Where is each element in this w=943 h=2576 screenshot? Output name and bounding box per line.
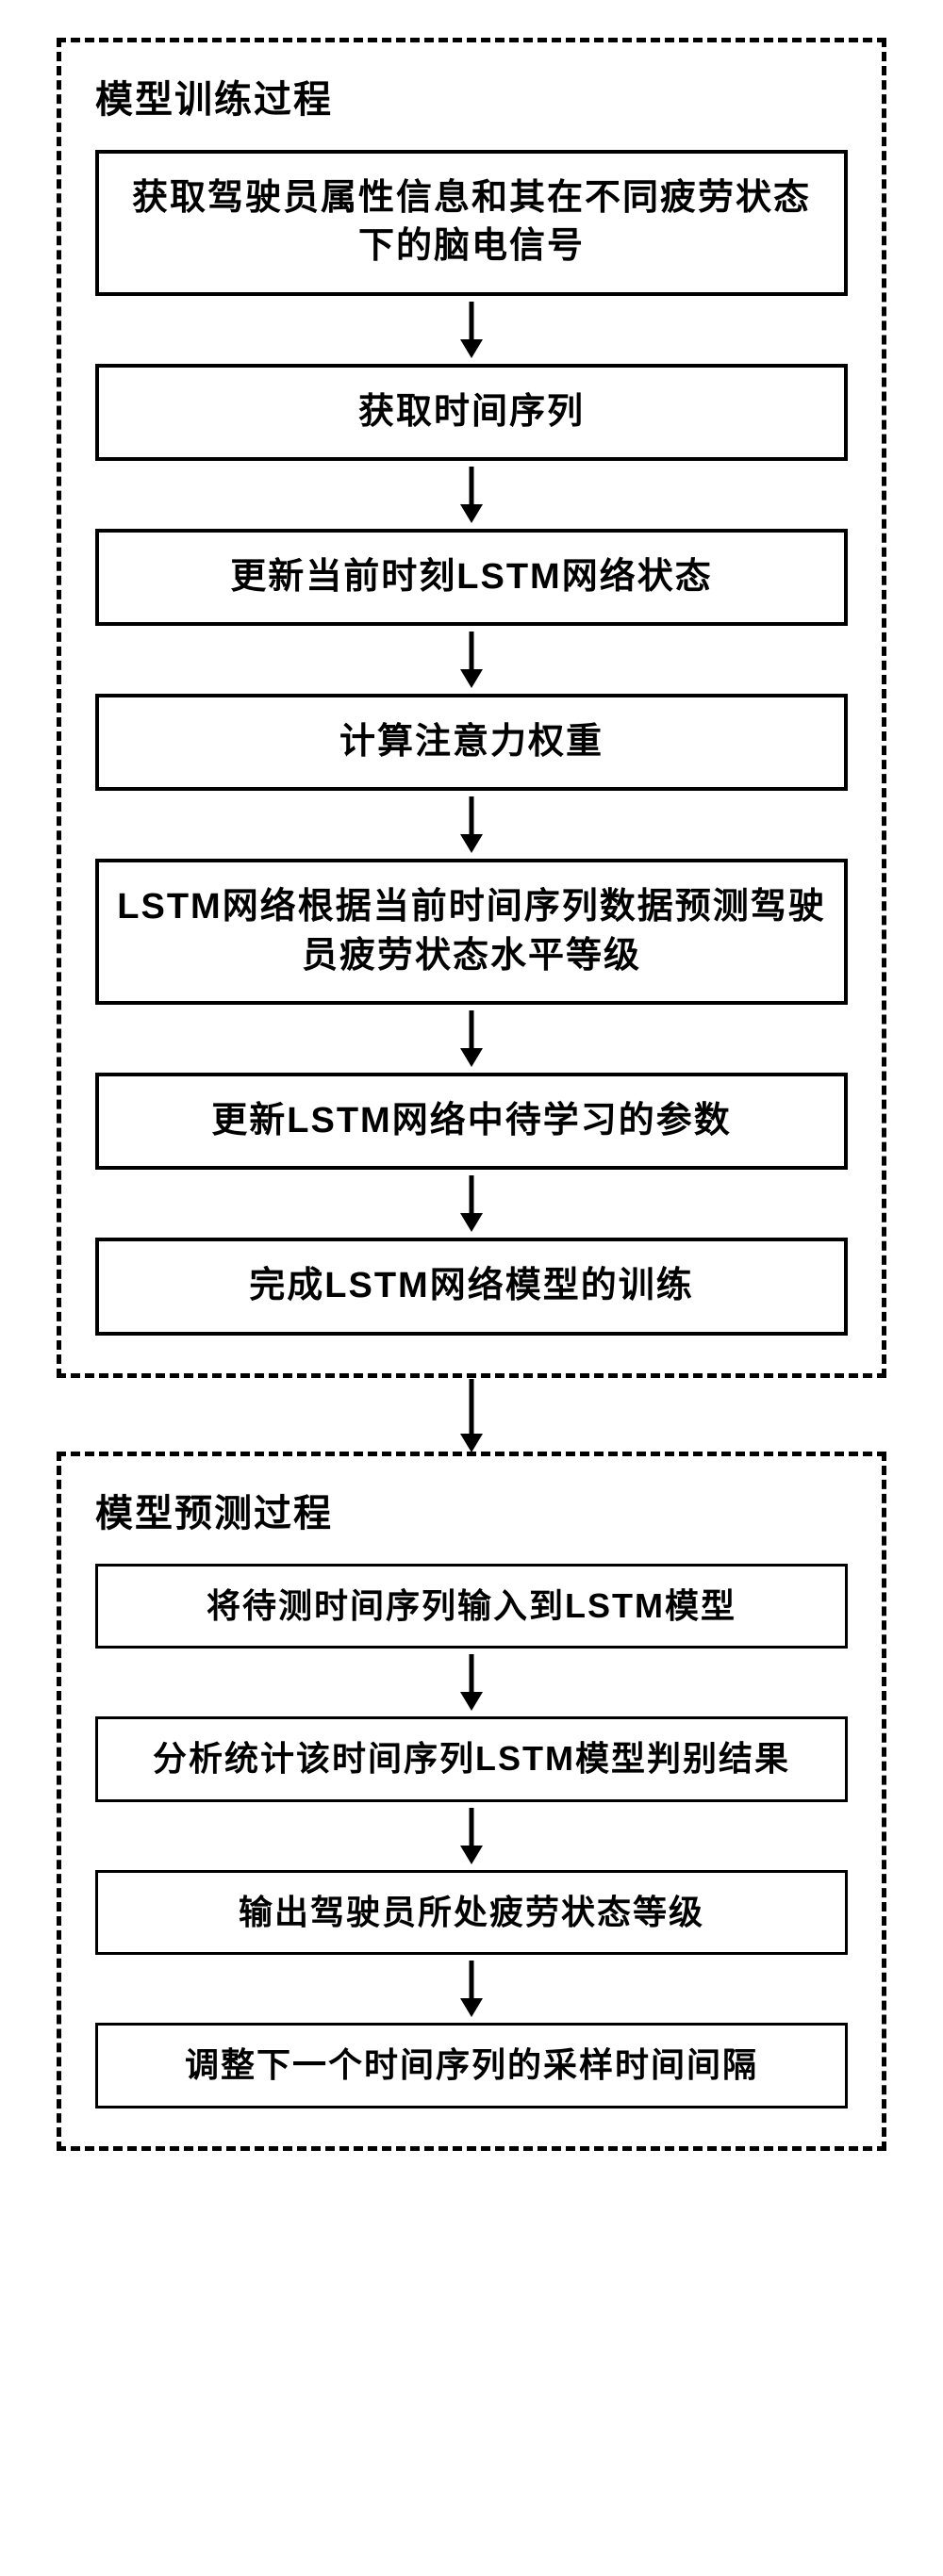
- down-arrow-icon: [456, 1808, 487, 1864]
- arrow: [95, 296, 848, 364]
- down-arrow-icon: [456, 302, 487, 358]
- arrow-between-sections: [57, 1378, 886, 1453]
- arrow: [95, 461, 848, 529]
- training-title: 模型训练过程: [95, 69, 848, 123]
- training-section: 模型训练过程 获取驾驶员属性信息和其在不同疲劳状态下的脑电信号 获取时间序列 更…: [57, 38, 886, 1378]
- training-step: LSTM网络根据当前时间序列数据预测驾驶员疲劳状态水平等级: [95, 859, 848, 1005]
- prediction-title: 模型预测过程: [95, 1483, 848, 1537]
- prediction-step: 将待测时间序列输入到LSTM模型: [95, 1564, 848, 1649]
- training-step: 更新当前时刻LSTM网络状态: [95, 529, 848, 626]
- prediction-section: 模型预测过程 将待测时间序列输入到LSTM模型 分析统计该时间序列LSTM模型判…: [57, 1452, 886, 2151]
- training-step: 更新LSTM网络中待学习的参数: [95, 1073, 848, 1170]
- down-arrow-icon: [456, 1379, 487, 1452]
- training-step: 获取驾驶员属性信息和其在不同疲劳状态下的脑电信号: [95, 150, 848, 296]
- prediction-step: 分析统计该时间序列LSTM模型判别结果: [95, 1716, 848, 1802]
- prediction-step: 调整下一个时间序列的采样时间间隔: [95, 2023, 848, 2108]
- arrow: [95, 1005, 848, 1073]
- down-arrow-icon: [456, 1961, 487, 2017]
- prediction-step: 输出驾驶员所处疲劳状态等级: [95, 1870, 848, 1956]
- arrow: [95, 1802, 848, 1870]
- arrow: [95, 1955, 848, 2023]
- training-step: 计算注意力权重: [95, 694, 848, 791]
- down-arrow-icon: [456, 632, 487, 688]
- page-root: 模型训练过程 获取驾驶员属性信息和其在不同疲劳状态下的脑电信号 获取时间序列 更…: [0, 0, 943, 2228]
- arrow: [95, 1170, 848, 1238]
- arrow: [95, 1649, 848, 1716]
- arrow: [95, 626, 848, 694]
- training-step: 获取时间序列: [95, 364, 848, 461]
- down-arrow-icon: [456, 796, 487, 853]
- arrow: [95, 791, 848, 859]
- down-arrow-icon: [456, 467, 487, 523]
- training-step: 完成LSTM网络模型的训练: [95, 1238, 848, 1335]
- down-arrow-icon: [456, 1654, 487, 1711]
- down-arrow-icon: [456, 1010, 487, 1067]
- down-arrow-icon: [456, 1175, 487, 1232]
